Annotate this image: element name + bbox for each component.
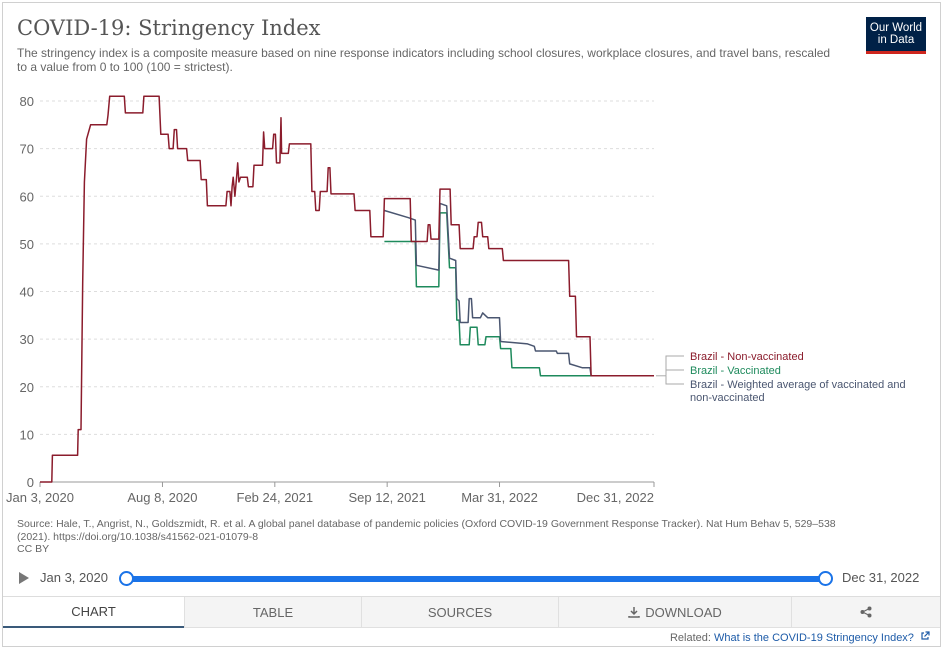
timeline: Jan 3, 2020 Dec 31, 2022: [0, 566, 943, 592]
play-icon[interactable]: [19, 572, 29, 584]
series-line-vax[interactable]: [384, 212, 654, 377]
y-tick-label: 50: [20, 237, 34, 252]
related-prefix: Related:: [669, 632, 714, 644]
timeline-end-label: Dec 31, 2022: [842, 570, 920, 585]
download-icon: [628, 607, 640, 618]
timeline-start-handle[interactable]: [119, 571, 134, 586]
tab-chart-label: CHART: [71, 604, 116, 619]
y-tick-label: 40: [20, 285, 34, 300]
tab-download-label: DOWNLOAD: [645, 604, 722, 620]
legend: Brazil - Non-vaccinated Brazil - Vaccinat…: [656, 351, 906, 404]
logo-line-2: in Data: [877, 34, 915, 46]
share-icon: [860, 606, 872, 618]
y-tick-label: 0: [27, 475, 34, 490]
line-chart: 0 10 20 30 40 50 60 70 80 Jan 3, 2020 Aug 8, 2020…: [6, 94, 906, 505]
timeline-end-handle[interactable]: [818, 571, 833, 586]
timeline-start-label: Jan 3, 2020: [40, 570, 108, 585]
related-link[interactable]: What is the COVID-19 Stringency Index?: [714, 632, 914, 644]
tab-sources[interactable]: SOURCES: [361, 597, 558, 628]
legend-entry-nonvax[interactable]: Brazil - Non-vaccinated: [690, 351, 804, 363]
owid-logo[interactable]: Our World in Data: [866, 17, 926, 54]
tab-chart[interactable]: CHART: [3, 597, 184, 628]
chart-subtitle: The stringency index is a composite meas…: [17, 46, 831, 74]
x-tick-label: Aug 8, 2020: [127, 490, 197, 505]
legend-connector: [665, 369, 684, 376]
source-line-1: Source: Hale, T., Angrist, N., Goldszmid…: [17, 518, 836, 530]
license-label: CC BY: [17, 543, 50, 555]
source-note: Source: Hale, T., Angrist, N., Goldszmid…: [17, 518, 877, 556]
grid-lines: [40, 100, 654, 483]
x-tick-label: Mar 31, 2022: [461, 490, 538, 505]
related-link-row: Related: What is the COVID-19 Stringency…: [640, 631, 930, 644]
external-link-icon[interactable]: [920, 631, 930, 641]
series-line-nonvax[interactable]: [40, 95, 654, 483]
logo-line-1: Our World: [869, 22, 923, 34]
tab-table[interactable]: TABLE: [184, 597, 361, 628]
y-tick-label: 70: [20, 142, 34, 157]
y-axis-ticks: 0 10 20 30 40 50 60 70 80: [20, 94, 34, 490]
legend-connector: [665, 355, 684, 376]
chart-title: COVID-19: Stringency Index: [17, 16, 321, 40]
tab-bar: CHART TABLE SOURCES DOWNLOAD: [3, 596, 940, 628]
legend-connector: [665, 375, 684, 385]
tab-sources-label: SOURCES: [427, 604, 493, 620]
x-tick-label: Dec 31, 2022: [577, 490, 654, 505]
tab-download[interactable]: DOWNLOAD: [558, 597, 791, 628]
y-tick-label: 10: [20, 427, 34, 442]
x-tick-label: Jan 3, 2020: [6, 490, 74, 505]
y-tick-label: 30: [20, 332, 34, 347]
y-tick-label: 60: [20, 189, 34, 204]
tab-share[interactable]: [791, 597, 940, 628]
series-lines: [40, 95, 654, 483]
x-axis: Jan 3, 2020 Aug 8, 2020 Feb 24, 2021 Sep 12…: [6, 481, 655, 505]
x-tick-label: Sep 12, 2021: [348, 490, 425, 505]
y-tick-label: 80: [20, 94, 34, 109]
timeline-track[interactable]: [126, 576, 826, 582]
series-line-weighted[interactable]: [384, 202, 654, 377]
legend-entry-weighted[interactable]: Brazil - Weighted average of vaccinated …: [690, 379, 906, 404]
source-line-2: (2021). https://doi.org/10.1038/s41562-0…: [17, 530, 259, 543]
tab-table-label: TABLE: [252, 604, 294, 620]
y-tick-label: 20: [20, 380, 34, 395]
legend-entry-vax[interactable]: Brazil - Vaccinated: [690, 365, 781, 377]
x-tick-label: Feb 24, 2021: [237, 490, 314, 505]
